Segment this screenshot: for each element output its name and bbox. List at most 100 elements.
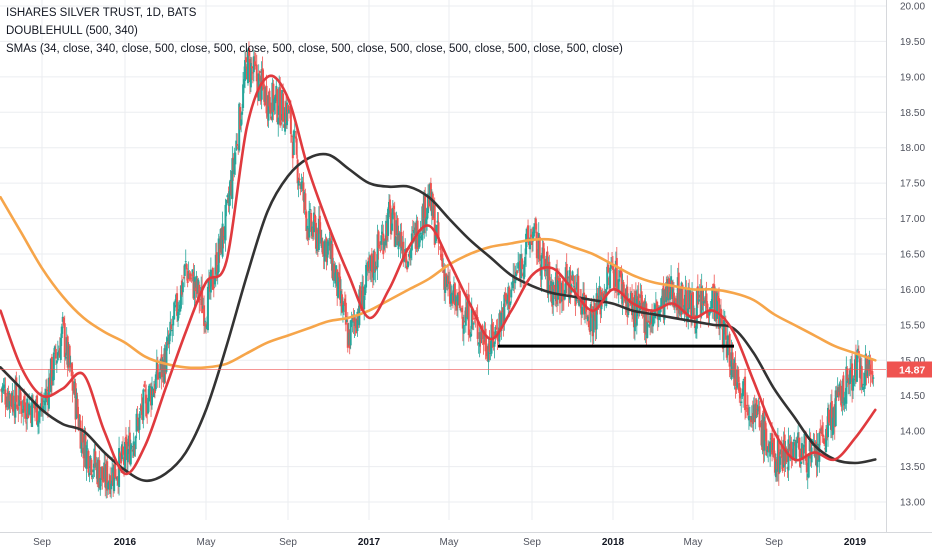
- candle-body: [274, 95, 277, 104]
- candle-body: [31, 395, 34, 428]
- candle-body: [495, 327, 498, 330]
- candle-body: [59, 337, 62, 360]
- candle-body: [24, 402, 27, 419]
- price-axis[interactable]: 13.00 13.50 14.00 14.50 15.00 15.50 16.00 16.50…: [886, 0, 932, 550]
- candle-body: [135, 413, 138, 432]
- candle-body: [56, 352, 59, 361]
- candle-body: [343, 298, 346, 306]
- candle-body: [293, 131, 296, 133]
- candle-body: [289, 105, 292, 134]
- candle-body: [222, 226, 225, 240]
- candle-body: [304, 193, 307, 210]
- candle-body: [437, 222, 440, 244]
- candle-body: [177, 311, 180, 321]
- candles: [0, 41, 875, 499]
- candle-body: [138, 413, 141, 430]
- candle-body: [174, 305, 177, 308]
- candle-body: [341, 294, 343, 313]
- candle-body: [87, 451, 90, 473]
- candle-body: [101, 466, 104, 480]
- candle-body: [4, 389, 7, 405]
- candle-body: [234, 152, 237, 165]
- candle-body: [323, 241, 326, 262]
- candle-body: [660, 297, 663, 306]
- series-line-sma340: [0, 152, 877, 483]
- candle-body: [251, 72, 254, 74]
- y-tick-label: 14.00: [900, 427, 925, 438]
- candle-body: [246, 49, 249, 84]
- candle-body: [333, 263, 336, 281]
- candle-body: [20, 401, 23, 414]
- candle-body: [535, 231, 538, 259]
- candle-body: [204, 320, 207, 322]
- candle-body: [272, 83, 275, 113]
- candle-body: [212, 286, 215, 289]
- candle-body: [90, 459, 93, 476]
- candle-body: [523, 264, 526, 279]
- candle-body: [610, 262, 613, 269]
- candle-body: [110, 483, 113, 490]
- candle-body: [646, 321, 649, 338]
- candle-body: [38, 411, 41, 423]
- candle-body: [389, 208, 392, 235]
- candle-body: [318, 215, 321, 231]
- candle-body: [855, 352, 858, 382]
- candle-body: [191, 269, 194, 274]
- candle-body: [510, 289, 513, 298]
- candle-body: [538, 236, 541, 261]
- candle-body: [508, 287, 511, 310]
- candle-body: [381, 231, 384, 234]
- x-tick-label: 2018: [602, 537, 625, 548]
- candle-body: [872, 377, 875, 379]
- candle-body: [818, 432, 821, 462]
- candle-body: [370, 253, 373, 273]
- candle-body: [176, 293, 179, 316]
- candle-body: [531, 239, 533, 245]
- candle-body: [391, 207, 394, 220]
- candle-body: [529, 237, 532, 250]
- candle-body: [448, 281, 451, 304]
- candle-body: [456, 292, 459, 306]
- candle-body: [262, 79, 265, 90]
- candle-body: [558, 277, 561, 304]
- candle-body: [201, 286, 204, 314]
- candle-body: [623, 292, 626, 295]
- candle-body: [810, 447, 813, 463]
- candle-body: [834, 390, 837, 427]
- candle-body: [321, 241, 324, 255]
- candle-body: [720, 316, 723, 326]
- candle-body: [45, 389, 48, 392]
- candle-body: [217, 238, 220, 273]
- candle-body: [402, 241, 405, 260]
- candle-body: [170, 324, 173, 330]
- time-axis[interactable]: Sep 2016 May Sep 2017 May Sep 2018 May Sep 2019: [0, 532, 932, 550]
- y-tick-label: 19.50: [900, 37, 925, 48]
- candle-body: [426, 208, 429, 220]
- candle-body: [595, 293, 598, 330]
- candle-body: [189, 277, 192, 280]
- candle-body: [113, 464, 116, 492]
- candle-body: [622, 282, 625, 297]
- candle-body: [831, 417, 834, 436]
- x-tick-label: May: [440, 537, 459, 548]
- candle-body: [253, 61, 256, 65]
- candle-body: [292, 130, 295, 155]
- candle-body: [694, 326, 697, 334]
- candle-body: [450, 292, 453, 296]
- candle-body: [294, 136, 297, 139]
- candle-body: [566, 277, 569, 279]
- candle-body: [742, 381, 745, 397]
- candle-body: [306, 225, 309, 231]
- x-tick-label: May: [197, 537, 216, 548]
- candle-body: [509, 302, 512, 306]
- candle-body: [317, 218, 320, 251]
- candle-body: [147, 397, 150, 414]
- candle-body: [447, 275, 450, 284]
- candle-body: [352, 317, 355, 322]
- candle-body: [548, 261, 551, 281]
- candle-body: [203, 305, 206, 326]
- candle-body: [50, 356, 53, 386]
- candle-body: [842, 375, 845, 403]
